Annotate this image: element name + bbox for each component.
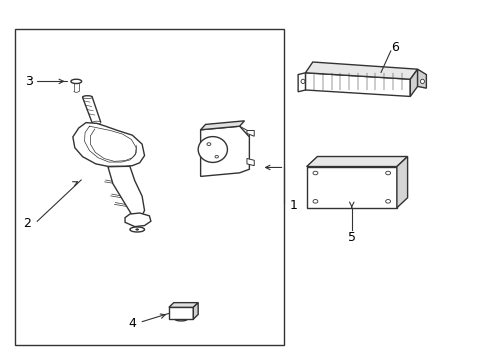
Text: 2: 2 <box>23 216 31 230</box>
Ellipse shape <box>71 79 81 84</box>
Ellipse shape <box>215 156 218 158</box>
Ellipse shape <box>206 143 210 145</box>
Text: 5: 5 <box>347 231 355 244</box>
Bar <box>306 167 396 208</box>
Text: 4: 4 <box>128 317 136 330</box>
Ellipse shape <box>312 199 317 203</box>
Ellipse shape <box>385 199 390 203</box>
Polygon shape <box>396 157 407 208</box>
Polygon shape <box>193 303 198 319</box>
Ellipse shape <box>312 171 317 175</box>
Polygon shape <box>409 69 417 96</box>
Ellipse shape <box>198 136 227 162</box>
Polygon shape <box>298 73 305 92</box>
Polygon shape <box>168 303 198 307</box>
Polygon shape <box>108 166 144 223</box>
Polygon shape <box>200 121 244 130</box>
Polygon shape <box>168 307 193 319</box>
Polygon shape <box>246 131 254 136</box>
Ellipse shape <box>301 79 305 84</box>
Polygon shape <box>125 213 151 226</box>
Polygon shape <box>73 123 144 166</box>
Ellipse shape <box>420 79 424 84</box>
Bar <box>15 30 283 345</box>
Text: 6: 6 <box>390 41 398 54</box>
Ellipse shape <box>136 229 139 230</box>
Text: 3: 3 <box>25 75 33 88</box>
Text: 1: 1 <box>289 199 297 212</box>
Polygon shape <box>417 69 426 88</box>
Polygon shape <box>200 126 249 176</box>
Ellipse shape <box>385 171 390 175</box>
Polygon shape <box>305 73 409 96</box>
Polygon shape <box>246 158 254 166</box>
Ellipse shape <box>130 227 144 232</box>
Polygon shape <box>305 62 417 79</box>
Polygon shape <box>306 157 407 167</box>
